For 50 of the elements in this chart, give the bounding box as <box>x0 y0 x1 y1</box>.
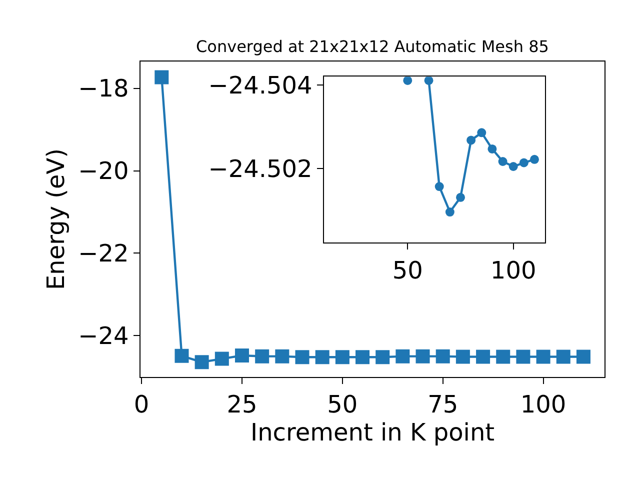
point <box>396 349 410 364</box>
chart-title: Converged at 21x21x12 Automatic Mesh 85 <box>196 37 549 56</box>
x-tick-label: 0 <box>134 390 150 419</box>
y-tick-label: −24.504 <box>208 71 312 100</box>
point <box>335 350 350 364</box>
point <box>498 156 508 166</box>
point <box>356 350 370 364</box>
point <box>214 352 229 366</box>
x-tick-label: 50 <box>392 256 423 284</box>
y-tick-label: −24.502 <box>208 154 312 183</box>
point <box>255 349 270 364</box>
point <box>436 349 450 364</box>
point <box>445 208 454 217</box>
point <box>576 350 590 364</box>
y-tick-label: −18 <box>78 74 129 103</box>
point <box>456 192 465 202</box>
point <box>234 348 249 362</box>
x-tick-label: 25 <box>226 390 258 419</box>
point <box>536 350 550 364</box>
point <box>154 70 169 84</box>
point <box>466 136 476 145</box>
point <box>556 350 570 364</box>
x-tick-label: 100 <box>490 256 536 284</box>
point <box>295 350 310 364</box>
point <box>424 76 434 85</box>
x-tick-label: 100 <box>520 390 566 419</box>
point <box>174 348 189 363</box>
point <box>488 144 497 154</box>
x-tick-label: 75 <box>428 390 458 419</box>
point <box>275 349 290 364</box>
point <box>530 154 539 164</box>
y-tick-label: −24 <box>78 322 129 350</box>
x-tick-label: 50 <box>327 390 358 419</box>
point <box>416 349 430 364</box>
y-tick-label: −20 <box>78 157 129 186</box>
point <box>477 128 486 138</box>
point <box>376 350 390 364</box>
y-axis-title: Energy (eV) <box>42 148 70 290</box>
point <box>456 350 470 364</box>
point <box>508 162 518 171</box>
point <box>434 182 444 192</box>
point <box>519 158 528 168</box>
point <box>476 350 490 364</box>
x-axis-title: Increment in K point <box>250 418 495 447</box>
y-tick-label: −22 <box>78 240 129 268</box>
point <box>516 350 530 364</box>
point <box>315 350 330 364</box>
point <box>194 355 209 370</box>
point <box>403 76 412 85</box>
point <box>496 350 510 364</box>
